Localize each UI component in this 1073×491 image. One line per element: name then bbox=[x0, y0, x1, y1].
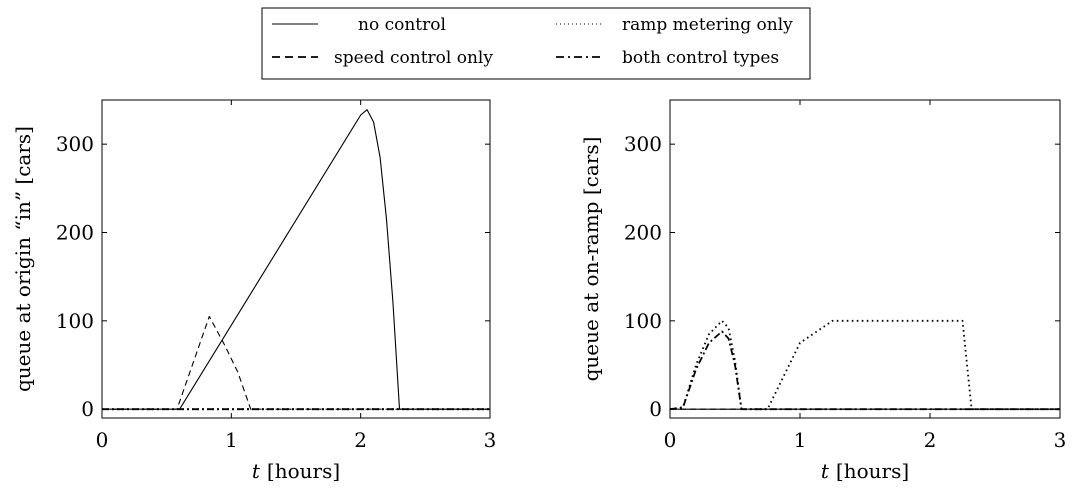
x-tick-label: 3 bbox=[484, 428, 497, 452]
x-tick-label: 2 bbox=[354, 428, 367, 452]
y-tick-label: 0 bbox=[649, 397, 662, 421]
x-tick-label: 0 bbox=[664, 428, 677, 452]
legend-label-speed-control-only: speed control only bbox=[334, 48, 493, 68]
x-axis-unit: [hours] bbox=[267, 459, 340, 483]
y-tick-label: 0 bbox=[81, 397, 94, 421]
series-line-no-control bbox=[102, 109, 490, 410]
x-axis-variable: t bbox=[252, 459, 261, 483]
tick-layer: 0 1 2 3 0 100 200 300 bbox=[624, 100, 1067, 452]
x-tick-label: 1 bbox=[794, 428, 807, 452]
x-tick-label: 0 bbox=[96, 428, 109, 452]
tick-layer: 0 1 2 3 0 100 200 300 bbox=[56, 100, 497, 452]
y-tick-label: 300 bbox=[624, 132, 662, 156]
chart-panel-origin-queue: 0 1 2 3 0 100 200 300 queue at origin “in” [car… bbox=[11, 99, 497, 483]
x-axis-label: t [hours] bbox=[252, 459, 340, 483]
x-tick-label: 1 bbox=[225, 428, 238, 452]
x-axis-label: t [hours] bbox=[821, 459, 909, 483]
legend-box bbox=[261, 7, 811, 80]
x-axis-variable: t bbox=[821, 459, 830, 483]
series-line-both-control-types bbox=[669, 330, 1060, 411]
plot-area-frame bbox=[101, 99, 491, 419]
y-tick-label: 200 bbox=[56, 221, 94, 245]
series-line-ramp-metering-only bbox=[669, 319, 1060, 411]
y-tick-label: 200 bbox=[624, 221, 662, 245]
y-tick-label: 100 bbox=[624, 309, 662, 333]
x-tick-label: 3 bbox=[1054, 428, 1067, 452]
legend-label-ramp-metering-only: ramp metering only bbox=[622, 15, 793, 35]
legend: no control ramp metering only speed cont… bbox=[261, 7, 811, 80]
series-layer bbox=[102, 109, 490, 411]
series-line-speed-control-only bbox=[102, 315, 490, 410]
legend-label-both-control-types: both control types bbox=[622, 48, 779, 68]
y-axis-label: queue at origin “in” [cars] bbox=[11, 126, 35, 392]
y-tick-label: 100 bbox=[56, 309, 94, 333]
plot-area-frame bbox=[669, 99, 1061, 419]
x-tick-label: 2 bbox=[924, 428, 937, 452]
y-axis-label: queue at on-ramp [cars] bbox=[579, 137, 603, 382]
x-axis-unit: [hours] bbox=[836, 459, 909, 483]
series-layer bbox=[669, 319, 1060, 411]
chart-panel-on-ramp-queue: 0 1 2 3 0 100 200 300 queue at on-ramp [cars] t… bbox=[579, 99, 1067, 483]
legend-label-no-control: no control bbox=[358, 15, 446, 35]
y-tick-label: 300 bbox=[56, 132, 94, 156]
